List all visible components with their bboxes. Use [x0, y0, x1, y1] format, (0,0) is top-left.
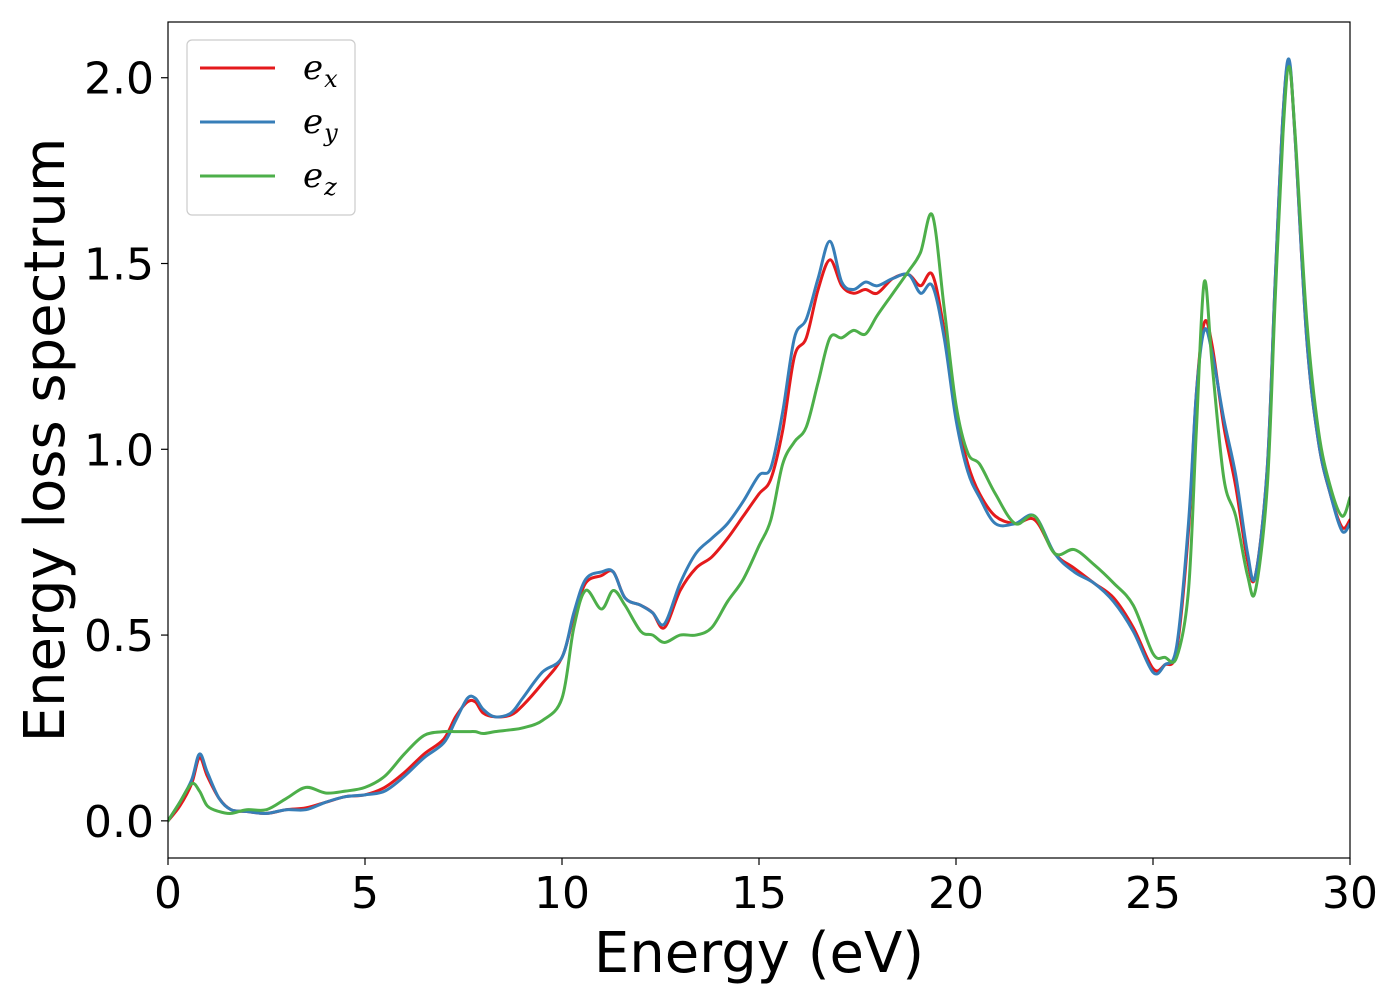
x-tick-label: 25: [1125, 868, 1181, 919]
legend-box: [186, 39, 356, 216]
legend-label-ex: ex: [303, 48, 338, 93]
y-tick-label: 0.0: [84, 797, 154, 848]
x-tick-label: 30: [1322, 868, 1378, 919]
series-line-ey: [168, 57, 1350, 823]
y-tick-label: 0.5: [84, 611, 154, 662]
y-tick-label: 2.0: [84, 54, 154, 105]
series-line-ex: [168, 61, 1350, 823]
x-tick-label: 10: [534, 868, 590, 919]
x-tick-label: 0: [154, 868, 182, 919]
x-axis-ticks: 0 5 10 15 20 25 30: [154, 858, 1378, 919]
series-lines: [168, 57, 1350, 823]
x-tick-label: 15: [731, 868, 787, 919]
y-tick-label: 1.5: [84, 240, 154, 291]
y-axis-ticks: 0.0 0.5 1.0 1.5 2.0: [84, 54, 168, 848]
x-tick-label: 5: [351, 868, 379, 919]
y-axis-label: Energy loss spectrum: [13, 138, 78, 743]
x-axis-label: Energy (eV): [594, 921, 924, 986]
series-line-ez: [168, 65, 1350, 823]
legend-label-ey: ey: [303, 102, 338, 147]
y-tick-label: 1.0: [84, 425, 154, 476]
x-tick-label: 20: [928, 868, 984, 919]
